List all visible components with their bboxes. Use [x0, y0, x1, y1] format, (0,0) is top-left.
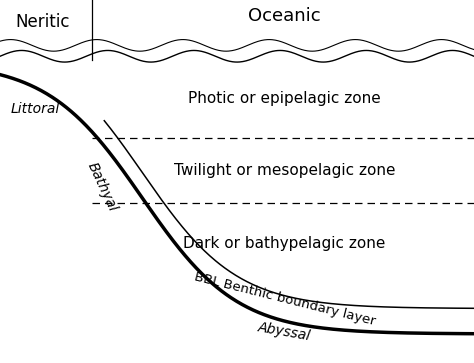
Text: Neritic: Neritic	[16, 13, 70, 31]
Text: Dark or bathypelagic zone: Dark or bathypelagic zone	[183, 236, 385, 251]
Text: Photic or epipelagic zone: Photic or epipelagic zone	[188, 90, 381, 106]
Text: BBL Benthic boundary layer: BBL Benthic boundary layer	[192, 271, 376, 328]
Text: Bathyal: Bathyal	[84, 160, 119, 214]
Text: Twilight or mesopelagic zone: Twilight or mesopelagic zone	[173, 163, 395, 178]
Text: Oceanic: Oceanic	[248, 7, 321, 25]
Text: Littoral: Littoral	[11, 102, 60, 116]
Text: Abyssal: Abyssal	[257, 321, 312, 344]
